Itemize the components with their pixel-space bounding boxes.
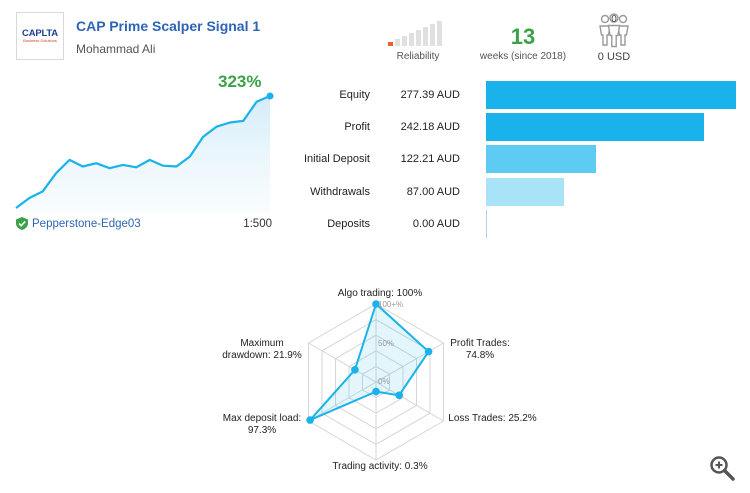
radar-label-load-value: 97.3% bbox=[247, 425, 277, 436]
radar-point bbox=[306, 416, 314, 424]
stat-value: 122.21 AUD bbox=[400, 153, 460, 165]
radar-label-algo: Algo trading: 100% bbox=[337, 288, 423, 299]
radar-label-activity: Trading activity: 0.3% bbox=[332, 461, 428, 472]
tick-50: 50% bbox=[378, 339, 394, 348]
radar-axis bbox=[375, 342, 444, 383]
logo-subtext: Business Solutions bbox=[23, 38, 57, 44]
tick-0: 0% bbox=[378, 377, 390, 386]
broker-info[interactable]: Pepperstone-Edge03 bbox=[16, 217, 141, 230]
radar-label-load: Max deposit load: 97.3% bbox=[214, 413, 310, 437]
stat-value: 87.00 AUD bbox=[406, 186, 460, 198]
weeks-label: weeks (since 2018) bbox=[479, 51, 567, 62]
logo-text: CAPLTA bbox=[22, 27, 58, 39]
signal-logo: CAPLTA Business Solutions bbox=[16, 12, 64, 60]
radar-label-profit: Profit Trades: 74.8% bbox=[440, 338, 520, 362]
radar-point bbox=[424, 347, 433, 356]
stat-row-deposits: Deposits 0.00 AUD bbox=[280, 208, 740, 240]
growth-area bbox=[16, 96, 270, 212]
tick-100: 100+% bbox=[378, 300, 403, 309]
stat-bar bbox=[486, 113, 704, 141]
radar-point bbox=[372, 300, 380, 308]
subscription-price: 0 USD bbox=[597, 51, 631, 63]
stat-value: 277.39 AUD bbox=[400, 89, 460, 101]
radar-point bbox=[395, 391, 403, 400]
reliability-bars-icon bbox=[388, 21, 442, 46]
stat-row-profit: Profit 242.18 AUD bbox=[280, 111, 740, 143]
stat-label: Equity bbox=[339, 89, 370, 101]
radar-axis bbox=[375, 381, 444, 422]
radar-point bbox=[372, 387, 380, 396]
radar-axis bbox=[308, 342, 377, 383]
radar-label-drawdown-value: drawdown: 21.9% bbox=[222, 350, 302, 361]
reliability-label: Reliability bbox=[396, 51, 440, 62]
stat-label: Initial Deposit bbox=[303, 153, 370, 165]
radar-axis bbox=[308, 381, 377, 422]
stat-label: Withdrawals bbox=[310, 186, 370, 198]
growth-end-point[interactable] bbox=[266, 92, 274, 100]
author-name[interactable]: Mohammad Ali bbox=[76, 42, 156, 56]
zoom-icon[interactable] bbox=[708, 454, 736, 482]
radar-chart: 100+% 50% 0% bbox=[306, 300, 444, 461]
stat-value: 242.18 AUD bbox=[400, 121, 460, 133]
radar-label-drawdown: Maximum drawdown: 21.9% bbox=[214, 338, 310, 362]
stat-bar bbox=[486, 81, 736, 109]
subscribers-icon bbox=[599, 13, 629, 48]
signal-title[interactable]: CAP Prime Scalper Signal 1 bbox=[76, 18, 261, 34]
growth-percent: 323% bbox=[218, 72, 262, 91]
broker-name[interactable]: Pepperstone-Edge03 bbox=[32, 217, 141, 230]
stat-bar bbox=[486, 210, 487, 238]
growth-line bbox=[15, 94, 271, 209]
radar-label-drawdown-title: Maximum bbox=[240, 338, 284, 349]
radar-label-profit-value: 74.8% bbox=[465, 350, 495, 361]
stat-row-withdrawals: Withdrawals 87.00 AUD bbox=[280, 176, 740, 208]
growth-chart[interactable] bbox=[14, 88, 276, 212]
stat-value: 0.00 AUD bbox=[412, 218, 460, 230]
subscribers-count: 0 bbox=[611, 14, 617, 25]
leverage: 1:500 bbox=[243, 218, 272, 230]
stat-bar bbox=[486, 178, 564, 206]
radar-label-load-title: Max deposit load: bbox=[222, 413, 302, 424]
stat-label: Profit bbox=[344, 121, 370, 133]
stat-row-initial-deposit: Initial Deposit 122.21 AUD bbox=[280, 143, 740, 175]
radar-label-loss: Loss Trades: 25.2% bbox=[448, 413, 537, 424]
weeks-count: 13 bbox=[510, 24, 536, 49]
stat-bar bbox=[486, 145, 596, 173]
stat-row-equity: Equity 277.39 AUD bbox=[280, 79, 740, 111]
stat-label: Deposits bbox=[327, 218, 370, 230]
radar-label-profit-title: Profit Trades: bbox=[450, 338, 510, 349]
verified-shield-icon bbox=[16, 217, 28, 230]
radar-point bbox=[351, 366, 359, 374]
